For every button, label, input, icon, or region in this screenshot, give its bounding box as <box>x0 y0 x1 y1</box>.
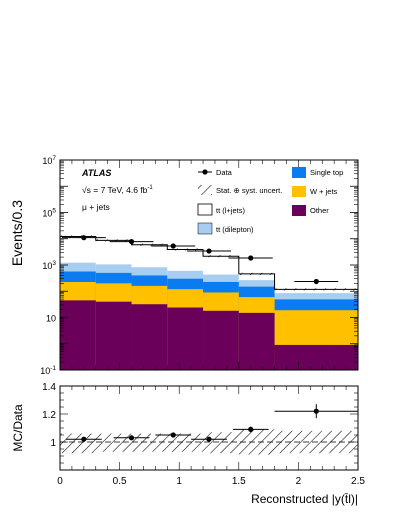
legend-other: Other <box>292 205 329 216</box>
data-point-4 <box>248 255 254 261</box>
uncert-bin-4 <box>203 255 239 258</box>
data-point-0 <box>81 235 87 241</box>
ratio-y-tick-label-2: 1.4 <box>42 382 56 393</box>
x-tick-label-2: 1 <box>176 476 182 487</box>
legend-single-top: Single top <box>292 167 343 178</box>
ratio-y-tick-label-0: 1 <box>50 438 56 449</box>
bar-other-3 <box>167 307 204 370</box>
stacked-histogram <box>60 235 358 370</box>
ratio-band-bin-4 <box>203 432 239 454</box>
uncert-bin-2 <box>131 243 168 246</box>
uncert-bin-0 <box>60 235 96 238</box>
ratio-frame <box>59 385 359 471</box>
main-y-tick-label-3: 105 <box>42 208 56 219</box>
legend-tt-dilepton: tt (dilepton) <box>197 222 254 235</box>
legend: Data Stat. ⊕ syst. uncert. tt (l+jets) t… <box>197 167 343 235</box>
channel-label: μ + jets <box>82 202 110 212</box>
legend-data: Data <box>198 168 233 177</box>
x-tick-label-5: 2.5 <box>351 476 365 487</box>
ratio-y-tick-label-1: 1.2 <box>42 410 56 421</box>
ratio-points <box>65 404 358 442</box>
x-tick-label-0: 0 <box>57 476 63 487</box>
data-point-2 <box>170 243 176 249</box>
main-y-tick-label-2: 103 <box>42 260 56 271</box>
bar-other-2 <box>131 304 168 370</box>
main-y-axis-label: Events/0.3 <box>9 200 25 266</box>
uncert-bin-5 <box>238 272 275 275</box>
data-point-1 <box>128 238 135 245</box>
ratio-y-axis: 1 1.2 1.4 <box>42 382 358 471</box>
bar-other-5 <box>238 312 275 370</box>
ratio-panel: 1 1.2 1.4 0 0.5 1 1.5 2 2.5 MC/Data Reconstruct… <box>11 382 365 506</box>
x-tick-label-3: 1.5 <box>232 476 246 487</box>
legend-wjets: W + jets <box>292 186 338 197</box>
data-point-3 <box>206 248 212 254</box>
ratio-uncertainty-band <box>60 429 358 455</box>
main-y-tick-label-1: 10 <box>46 314 56 324</box>
svg-text:Data: Data <box>216 168 233 177</box>
data-point-5 <box>313 278 319 285</box>
svg-text:Single top: Single top <box>310 168 343 177</box>
svg-text:Stat. ⊕ syst. uncert.: Stat. ⊕ syst. uncert. <box>216 186 282 195</box>
ratio-point-0 <box>81 436 87 442</box>
uncert-bin-6 <box>274 288 358 291</box>
data-points <box>61 235 339 285</box>
ratio-y-axis-label: MC/Data <box>11 404 25 452</box>
legend-uncertainty: Stat. ⊕ syst. uncert. <box>198 185 282 195</box>
svg-text:tt (l+jets): tt (l+jets) <box>216 206 245 215</box>
ratio-band-bin-2 <box>131 433 168 452</box>
ratio-point-2 <box>170 432 176 438</box>
atlas-label: ATLAS <box>81 168 111 178</box>
uncertainty-band <box>60 235 358 291</box>
ratio-point-5 <box>313 408 319 414</box>
bar-other-4 <box>203 310 239 370</box>
bar-other-1 <box>95 301 132 370</box>
ratio-band-bin-3 <box>167 433 204 452</box>
ratio-x-axis: 0 0.5 1 1.5 2 2.5 <box>57 386 365 487</box>
ratio-point-3 <box>206 436 212 442</box>
main-x-ticks <box>59 160 359 370</box>
svg-text:tt (dilepton): tt (dilepton) <box>216 225 254 234</box>
svg-text:Other: Other <box>310 206 329 215</box>
x-tick-label-4: 2 <box>296 476 302 487</box>
legend-tt-ljets: tt (l+jets) <box>197 203 245 216</box>
ratio-point-1 <box>128 435 135 441</box>
svg-text:W + jets: W + jets <box>310 187 338 196</box>
main-y-axis: 10-1 10 103 105 107 <box>40 155 358 376</box>
x-tick-label-1: 0.5 <box>113 476 127 487</box>
bar-other-0 <box>60 300 96 370</box>
uncert-bin-1 <box>95 239 132 242</box>
ratio-band-bin-0 <box>60 433 96 454</box>
ratio-band-bin-1 <box>95 433 132 452</box>
ratio-point-4 <box>248 426 254 432</box>
main-panel: 10-1 10 103 105 107 Events/0.3 ATLAS √s = 7 … <box>9 155 359 376</box>
main-y-tick-label-0: 10-1 <box>40 365 56 376</box>
x-axis-label: Reconstructed |y(t̄l)| <box>251 492 358 506</box>
energy-label: √s = 7 TeV, 4.6 fb-1 <box>82 185 153 195</box>
bar-other-6 <box>274 344 358 370</box>
main-y-tick-label-4: 107 <box>42 155 56 166</box>
uncert-bin-3 <box>167 248 204 251</box>
